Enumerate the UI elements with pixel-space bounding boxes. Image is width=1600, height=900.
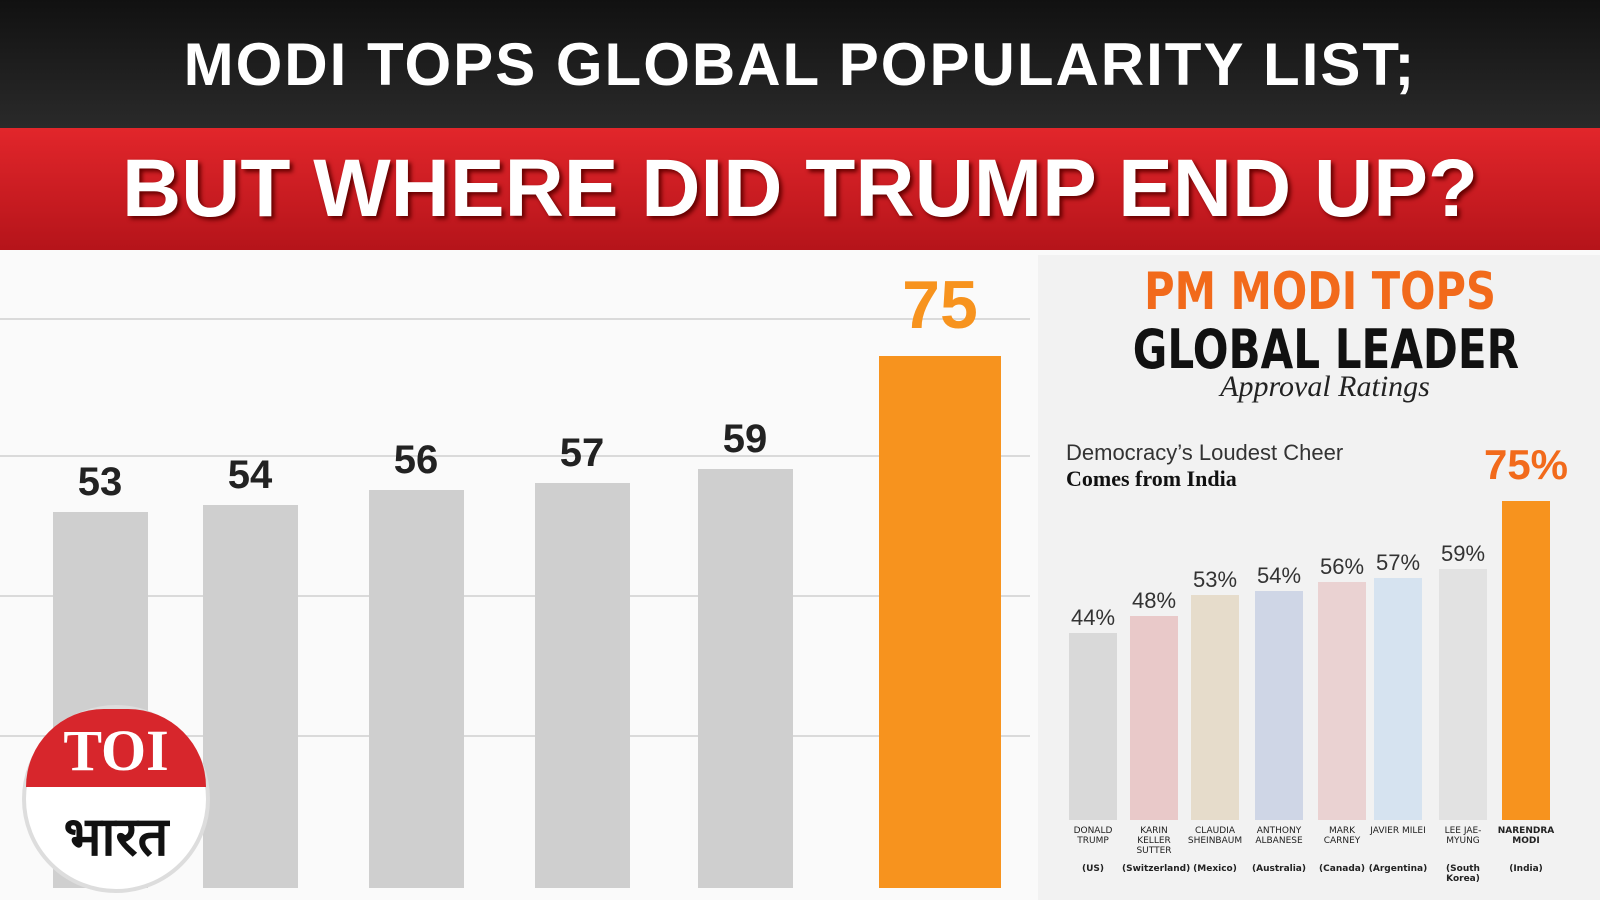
country-label: (South Korea) xyxy=(1446,864,1480,884)
category-label: NARENDRA MODI xyxy=(1497,826,1555,846)
bar xyxy=(534,483,630,888)
logo: TOI भारत xyxy=(22,705,210,893)
value-label: 59% xyxy=(1440,541,1486,567)
value-label: 59 xyxy=(722,417,768,462)
category-label: CLAUDIA SHEINBAUM xyxy=(1187,826,1243,846)
category-label: KARIN KELLER SUTTER xyxy=(1136,826,1172,856)
value-label: 48% xyxy=(1131,588,1177,613)
note: Democracy’s Loudest Cheer xyxy=(1066,440,1344,465)
category-label: LEE JAE-MYUNG xyxy=(1444,826,1482,846)
grid-line xyxy=(0,595,1030,597)
bar xyxy=(1069,633,1117,820)
bar xyxy=(697,469,793,888)
value-label: 53% xyxy=(1192,566,1238,592)
grid-line xyxy=(0,455,1030,457)
value-label: 44% xyxy=(1070,605,1116,630)
header-band xyxy=(0,0,1600,128)
bar xyxy=(368,490,464,888)
value-label: 75 xyxy=(902,266,978,343)
value-label: 56% xyxy=(1319,554,1365,579)
bar xyxy=(1374,577,1422,820)
right-title: PM MODI TOPS xyxy=(1144,262,1496,322)
headline: MODI TOPS GLOBAL POPULARITY LIST; xyxy=(183,31,1417,98)
right-caption: Approval Ratings xyxy=(1220,370,1430,403)
category-label: MARK CARNEY xyxy=(1323,826,1361,846)
bar xyxy=(1502,501,1550,820)
country-label: (Australia) xyxy=(1251,864,1306,874)
bar xyxy=(1318,582,1366,820)
bar xyxy=(1255,590,1303,820)
value-label: 57 xyxy=(559,431,605,476)
bar xyxy=(1191,594,1239,820)
bar xyxy=(879,355,1001,888)
bar xyxy=(1439,569,1487,820)
country-label: (US) xyxy=(1081,864,1105,874)
value-label: 75% xyxy=(1483,441,1569,489)
grid-line xyxy=(0,735,1030,737)
grid-line xyxy=(0,318,1030,320)
country-label: (Argentina) xyxy=(1368,864,1428,874)
header-band-red xyxy=(0,128,1600,250)
logo-top: TOI xyxy=(63,718,169,783)
country-label: (Switzerland) xyxy=(1122,864,1191,874)
right-subtitle: GLOBAL LEADER xyxy=(1132,318,1520,381)
value-label: 54% xyxy=(1256,562,1302,588)
note: Comes from India xyxy=(1066,466,1237,491)
category-label: ANTHONY ALBANESE xyxy=(1255,826,1303,846)
country-label: (India) xyxy=(1509,864,1543,874)
category-label: DONALD TRUMP xyxy=(1073,826,1113,846)
country-label: (Mexico) xyxy=(1193,864,1237,874)
headline-2: BUT WHERE DID TRUMP END UP? xyxy=(121,143,1479,234)
bar xyxy=(202,504,298,888)
logo-bottom: भारत xyxy=(63,805,169,868)
category-label: JAVIER MILEI xyxy=(1370,826,1426,836)
value-label: 53 xyxy=(77,459,123,504)
value-label: 57% xyxy=(1375,549,1421,575)
bar xyxy=(1130,616,1178,820)
country-label: (Canada) xyxy=(1319,864,1365,874)
value-label: 56 xyxy=(393,438,439,483)
value-label: 54 xyxy=(227,452,273,497)
